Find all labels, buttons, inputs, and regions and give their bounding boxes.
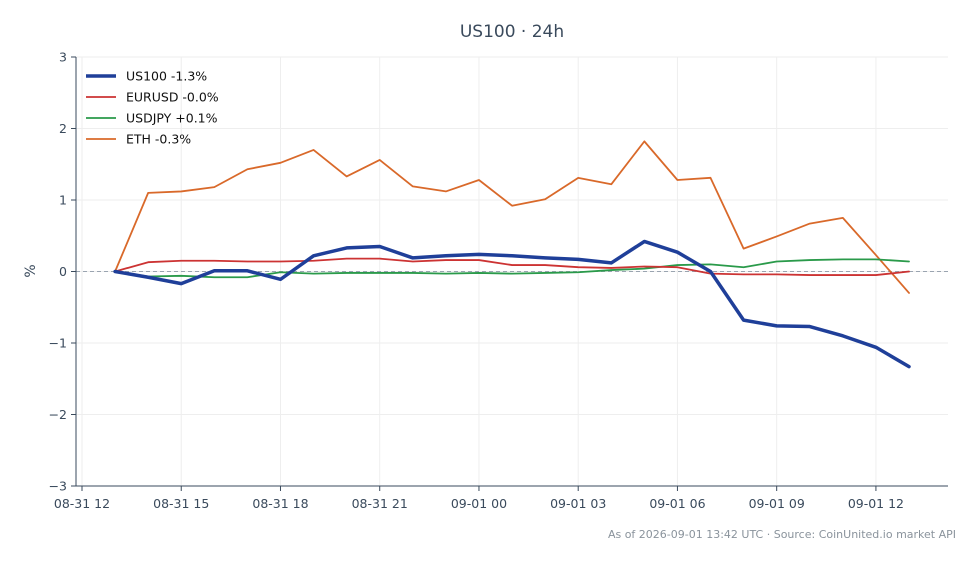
y-tick-label-0: 3 [59,50,67,65]
y-tick-label-5: −2 [49,407,67,422]
legend-label-1: EURUSD -0.0% [126,90,219,105]
series-line-1 [114,257,910,276]
series-line-2 [114,258,910,279]
y-axis-ticks: 3 2 1 0 −1 −2 −3 [49,50,76,494]
series-lines [113,140,911,369]
series-line-0 [113,239,911,369]
x-tick-label-7: 09-01 09 [749,496,805,511]
source-footer: As of 2026-09-01 13:42 UTC · Source: Coi… [608,528,956,541]
chart-title: US100 · 24h [460,22,564,42]
series-line-3 [114,140,910,294]
x-tick-label-0: 08-31 12 [54,496,110,511]
legend-label-2: USDJPY +0.1% [126,111,218,126]
y-tick-label-2: 1 [59,193,67,208]
legend: US100 -1.3% EURUSD -0.0% USDJPY +0.1% ETH -… [86,69,219,147]
y-tick-label-4: −1 [49,336,67,351]
x-tick-label-2: 08-31 18 [252,496,308,511]
y-axis-label: % [23,264,39,277]
legend-label-3: ETH -0.3% [126,132,191,147]
x-tick-label-8: 09-01 12 [848,496,904,511]
x-tick-label-4: 09-01 00 [451,496,507,511]
x-axis-ticks: 08-31 12 08-31 15 08-31 18 08-31 21 09-01 00… [54,486,904,511]
x-tick-label-1: 08-31 15 [153,496,209,511]
x-tick-label-6: 09-01 06 [649,496,705,511]
x-tick-label-5: 09-01 03 [550,496,606,511]
x-tick-label-3: 08-31 21 [352,496,408,511]
y-tick-label-1: 2 [59,121,67,136]
legend-label-0: US100 -1.3% [126,69,207,84]
y-tick-label-6: −3 [49,479,67,494]
y-tick-label-3: 0 [59,264,67,279]
